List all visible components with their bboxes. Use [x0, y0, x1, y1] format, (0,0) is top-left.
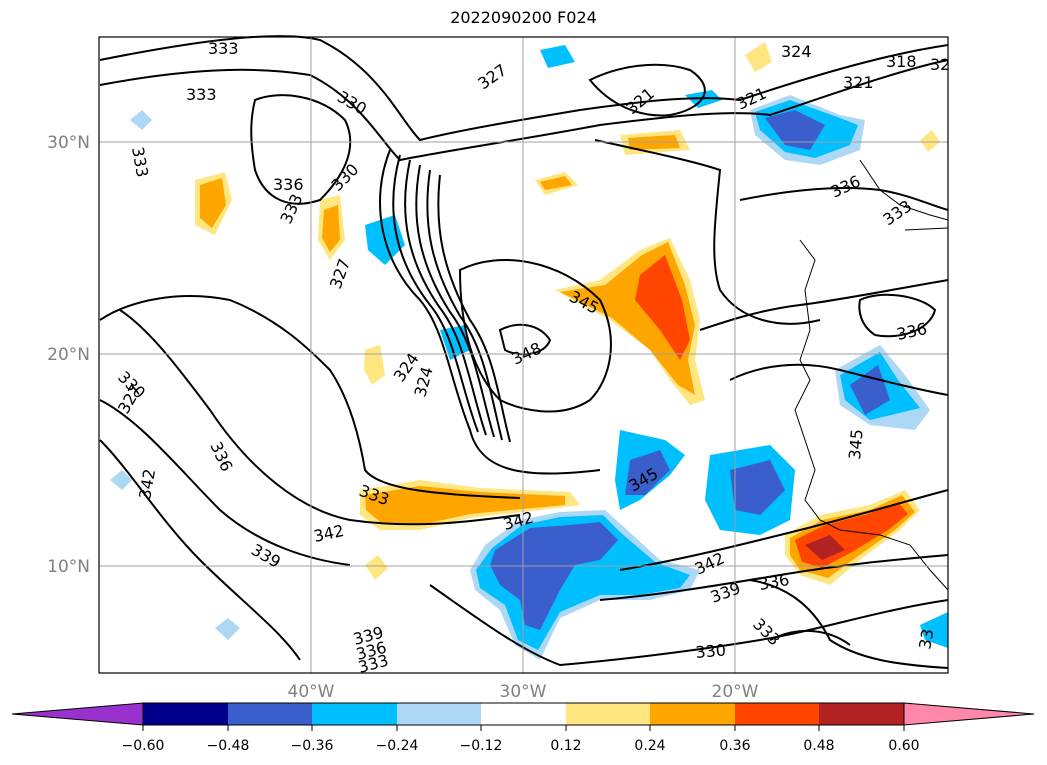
colorbar-swatch	[228, 703, 312, 725]
contour-label: 324	[781, 42, 812, 61]
colorbar-tick-label: −0.60	[122, 738, 165, 754]
lon-label: 30°W	[500, 682, 547, 702]
colorbar-extend-low	[11, 702, 144, 726]
colorbar-tick-label: 0.48	[803, 738, 834, 754]
colorbar-extend-high	[903, 702, 1035, 726]
contour-label: 333	[208, 39, 239, 58]
contour-label: 336	[273, 175, 304, 194]
colorbar-tick-label: 0.36	[719, 738, 750, 754]
contour-label: 345	[845, 428, 867, 460]
map-title: 2022090200 F024	[450, 8, 597, 27]
colorbar-swatch	[566, 703, 650, 725]
lon-label: 40°W	[288, 682, 335, 702]
colorbar-swatch	[735, 703, 819, 725]
lat-label: 10°N	[47, 557, 90, 577]
colorbar: −0.60 −0.48 −0.36 −0.24 −0.12 0.12 0.24 …	[11, 702, 1035, 754]
colorbar-swatch	[481, 703, 566, 725]
contour-label: 32	[930, 55, 950, 74]
colorbar-tick-label: −0.24	[376, 738, 419, 754]
colorbar-tick-label: −0.12	[460, 738, 503, 754]
colorbar-tick-label: 0.12	[550, 738, 581, 754]
colorbar-outline	[142, 702, 905, 726]
map-border	[98, 36, 949, 674]
lon-axis-labels: 40°W 30°W 20°W	[288, 682, 759, 702]
colorbar-swatch	[819, 703, 904, 725]
contour-label: 330	[695, 640, 727, 662]
colorbar-swatch	[143, 703, 228, 725]
colorbar-swatch	[650, 703, 735, 725]
coastlines	[794, 159, 949, 591]
lat-axis-labels: 30°N 20°N 10°N	[47, 133, 90, 577]
colorbar-tick-label: 0.60	[888, 738, 919, 754]
gridlines	[99, 37, 948, 673]
contour-lines	[99, 35, 949, 669]
colorbar-tick-label: −0.36	[291, 738, 334, 754]
lon-label: 20°W	[712, 682, 759, 702]
lat-label: 30°N	[47, 133, 90, 153]
colorbar-tick-label: 0.24	[634, 738, 665, 754]
colorbar-swatch	[312, 703, 397, 725]
contour-label: 318	[886, 52, 917, 71]
contour-label: 333	[186, 85, 217, 104]
colorbar-tick-label: −0.48	[207, 738, 250, 754]
colorbar-swatch	[397, 703, 481, 725]
lat-label: 20°N	[47, 345, 90, 365]
contour-label: 321	[843, 73, 874, 92]
contour-label: 33	[915, 627, 937, 650]
